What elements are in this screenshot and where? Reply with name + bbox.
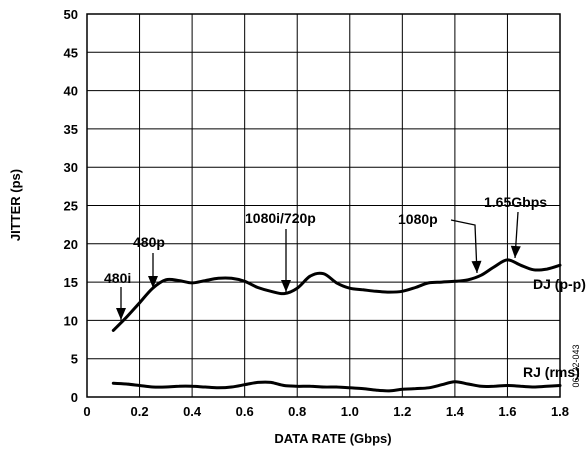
annotation-1080i-720p: 1080i/720p [245, 210, 316, 292]
y-tick-label: 20 [64, 237, 78, 252]
annotation-label: 1080i/720p [245, 210, 316, 226]
dj-series-label: DJ (p-p) [533, 276, 586, 292]
y-tick-label: 10 [64, 313, 78, 328]
figure-code: 06122-043 [571, 344, 581, 387]
y-tick-label: 15 [64, 275, 78, 290]
annotation-label: 1.65Gbps [484, 194, 547, 210]
y-tick-label: 5 [71, 352, 78, 367]
y-tick-labels: 0 5 10 15 20 25 30 35 40 45 50 [64, 7, 78, 405]
x-tick-label: 0.6 [236, 404, 254, 419]
annotation-label: 1080p [398, 211, 438, 227]
x-tick-label: 0.2 [131, 404, 149, 419]
annotation-480p: 480p [133, 234, 165, 288]
y-axis-title: JITTER (ps) [8, 169, 23, 241]
y-tick-label: 45 [64, 45, 78, 60]
x-tick-label: 0.8 [288, 404, 306, 419]
arrow-head [471, 260, 482, 273]
x-tick-label: 1.4 [446, 404, 465, 419]
annotations: 480i 480p 1080i/720p 1080p 1.65Gbps [104, 194, 547, 320]
x-tick-label: 1.6 [498, 404, 516, 419]
arrow-head [116, 308, 126, 320]
y-tick-label: 35 [64, 122, 78, 137]
x-tick-label: 1.8 [551, 404, 569, 419]
annotation-label: 480p [133, 234, 165, 250]
dj-series-line [111, 258, 562, 332]
x-tick-label: 1.2 [393, 404, 411, 419]
series-layer [111, 258, 562, 393]
annotation-label: 480i [104, 270, 131, 286]
y-tick-label: 40 [64, 84, 78, 99]
x-tick-label: 0.4 [183, 404, 202, 419]
arrow-head [510, 245, 521, 258]
y-tick-label: 50 [64, 7, 78, 22]
x-axis-title: DATA RATE (Gbps) [274, 431, 391, 446]
annotation-1080p: 1080p [398, 211, 482, 274]
annotation-480i: 480i [104, 270, 131, 320]
grid [87, 14, 560, 397]
annotation-1-65gbps: 1.65Gbps [484, 194, 547, 259]
annotation-leader [450, 219, 478, 274]
arrow-head [281, 280, 291, 292]
arrow-head [148, 276, 158, 288]
rj-series-label: RJ (rms) [523, 364, 580, 380]
y-tick-label: 25 [64, 199, 78, 214]
y-tick-label: 30 [64, 160, 78, 175]
y-tick-label: 0 [71, 390, 78, 405]
rj-series-line [111, 380, 562, 393]
x-tick-label: 1.0 [341, 404, 359, 419]
x-tick-label: 0 [83, 404, 90, 419]
x-tick-labels: 0 0.2 0.4 0.6 0.8 1.0 1.2 1.4 1.6 1.8 [83, 404, 569, 419]
plot-frame [86, 13, 561, 398]
